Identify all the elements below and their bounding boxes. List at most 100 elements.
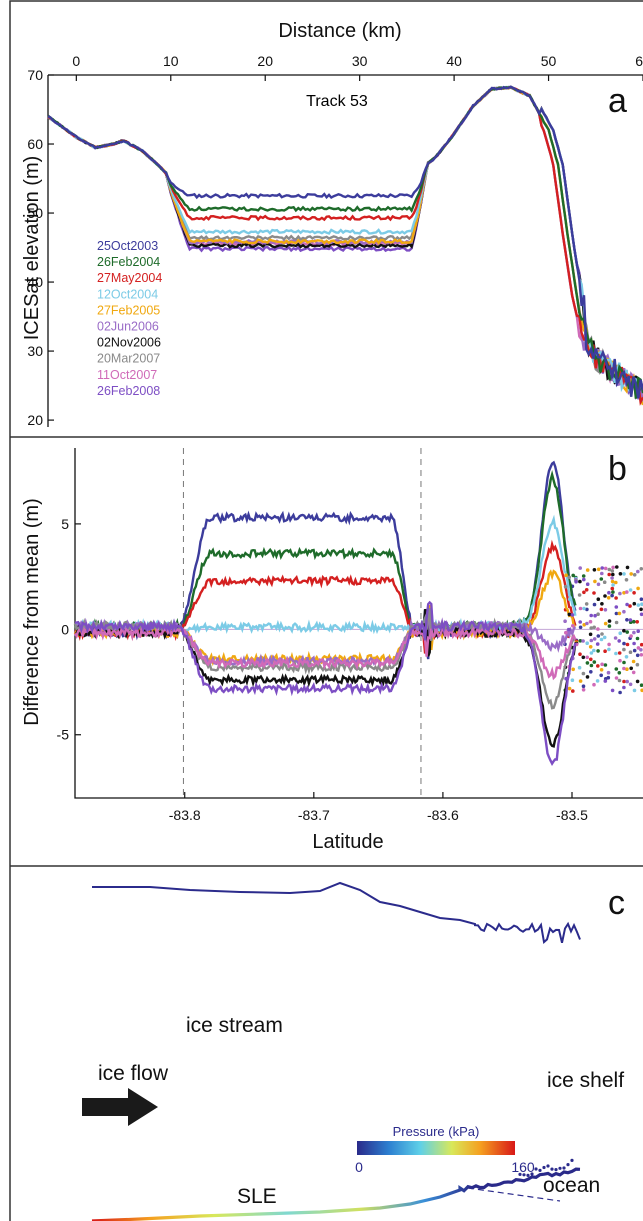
panel-b-scatter-point [563, 619, 567, 623]
panel-b-label: b [608, 450, 627, 488]
ice-flow-label: ice flow [98, 1062, 169, 1085]
panel-b-scatter-point [599, 577, 604, 581]
panel-b-scatter-point [636, 586, 640, 591]
panel-b-scatter-point [600, 632, 604, 636]
panel-b-scatter-point [639, 653, 643, 657]
panel-b-scatter-point [596, 634, 601, 638]
panel-b-scatter-point [622, 628, 626, 633]
panel-b-scatter-point [581, 684, 586, 688]
panel-b-scatter-point [617, 671, 622, 675]
panel-b-scatter-point [635, 620, 639, 624]
panel-a-ytick-label: 70 [27, 67, 43, 83]
panel-b-scatter-point [581, 671, 586, 676]
panel-b-scatter-point [592, 648, 596, 653]
panel-b-scatter-point [614, 580, 618, 585]
figure-frame [9, 0, 643, 1221]
panel-b-scatter-point [615, 565, 619, 569]
legend-entry: 27May2004 [97, 271, 162, 285]
panel-b-scatter-point [625, 630, 629, 634]
panel-b-scatter-point [581, 639, 585, 643]
panel-b-scatter-point [622, 609, 626, 614]
panel-b-scatter-point [636, 603, 641, 607]
pressure-colorbar-max: 160 [511, 1159, 535, 1175]
panel-b-scatter-point [589, 626, 593, 630]
panel-a-xtick-label: 0 [72, 53, 80, 69]
panel-b-scatter-point [570, 678, 575, 682]
panel-b-scatter-point [625, 602, 629, 607]
panel-b-xtick-label: -83.5 [556, 807, 588, 823]
shelf-bottom-dot [530, 1172, 534, 1176]
panel-b-scatter-point [614, 620, 619, 625]
panel-b-scatter-point [640, 602, 643, 606]
panel-b-ytick-label: 5 [61, 516, 69, 532]
panel-b-scatter-point [622, 591, 626, 595]
panel-a-series [47, 85, 643, 406]
pressure-colorbar-title: Pressure (kPa) [393, 1124, 480, 1139]
panel-b-scatter-point [607, 590, 611, 595]
panel-b-scatter-point [636, 569, 640, 574]
panel-b-scatter-point [635, 653, 640, 658]
panel-b-scatter-point [592, 682, 596, 687]
panel-b-scatter-point [567, 597, 572, 601]
panel-b-scatter-point [628, 618, 633, 622]
panel-b-scatter-point [600, 571, 604, 576]
panel-b-scatter-point [610, 579, 615, 584]
panel-b-scatter-point [632, 648, 637, 653]
panel-b-scatter-point [589, 657, 593, 662]
panel-b-scatter-point [611, 583, 615, 587]
panel-b-axis-lines [74, 448, 643, 799]
shelf-bottom-dot [518, 1172, 522, 1176]
panel-b-scatter-point [603, 608, 608, 612]
panel-b-scatter-point [618, 631, 622, 635]
panel-b-scatter-point [588, 619, 593, 624]
panel-b-scatter-point [563, 584, 568, 589]
panel-b-scatter-point [618, 690, 622, 695]
panel-b-scatter-point [585, 675, 590, 679]
panel-b-series-line [73, 569, 576, 668]
panel-b-scatter-point [622, 572, 626, 576]
panel-b-scatter-point [570, 613, 575, 617]
panel-b-series-line [73, 607, 576, 710]
panel-b-scatter-point [611, 572, 615, 577]
panel-b-scatter-point [581, 574, 586, 578]
panel-b-scatter-point [567, 612, 572, 617]
panel-b-scatter-point [622, 660, 626, 665]
panel-b-scatter-point [610, 576, 614, 580]
shelf-bottom-dot [550, 1167, 554, 1171]
panel-b-scatter-point [584, 602, 589, 606]
panel-b-scatter-point [629, 666, 633, 671]
panel-b-xtick-label: -83.6 [427, 807, 459, 823]
panel-a-xtick-label: 10 [163, 53, 179, 69]
panel-b-scatter-point [603, 566, 608, 571]
sle-pressure-profile [91, 1167, 581, 1221]
panel-b-scatter-point [589, 638, 594, 643]
shelf-bottom-dot [538, 1168, 542, 1172]
panel-b-scatter-point [628, 604, 632, 608]
panel-b-scatter-point [596, 627, 600, 631]
panel-b-scatter-point [632, 591, 636, 595]
panel-b-scatter-point [596, 597, 601, 601]
panel-b-scatter-point [606, 670, 611, 675]
ice-stream-surface-profile [92, 881, 581, 945]
panel-b-scatter-point [614, 651, 618, 656]
panel-b-scatter-point [596, 582, 601, 587]
panel-b-scatter-point [602, 635, 607, 640]
panel-b-scatter-point [585, 582, 590, 586]
panel-a-ytick-label: 40 [27, 274, 43, 290]
legend-entry: 02Nov2006 [97, 336, 161, 350]
panel-b-scatter-point [640, 688, 643, 693]
panel-b-scatter-point [622, 666, 626, 671]
panel-b-scatter-point [618, 591, 622, 596]
panel-a-ytick-label: 50 [27, 205, 43, 221]
panel-a-annotation: Track 53 [306, 93, 368, 110]
legend-entry: 25Oct2003 [97, 239, 158, 253]
panel-a-legend: 25Oct2003 26Feb2004 27May2004 12Oct2004 27Fe… [97, 239, 162, 398]
panel-b-scatter-point [567, 575, 571, 580]
panel-b-scatter-point [635, 636, 640, 641]
shelf-bottom-dot [570, 1158, 574, 1162]
panel-b-scatter-point [571, 624, 575, 628]
legend-entry: 26Feb2004 [97, 255, 160, 269]
panel-a: Distance (km) ICESat elevation (m) Track… [21, 20, 643, 428]
panel-b-scatter-point [578, 625, 583, 630]
shelf-bottom-dot [522, 1173, 526, 1177]
